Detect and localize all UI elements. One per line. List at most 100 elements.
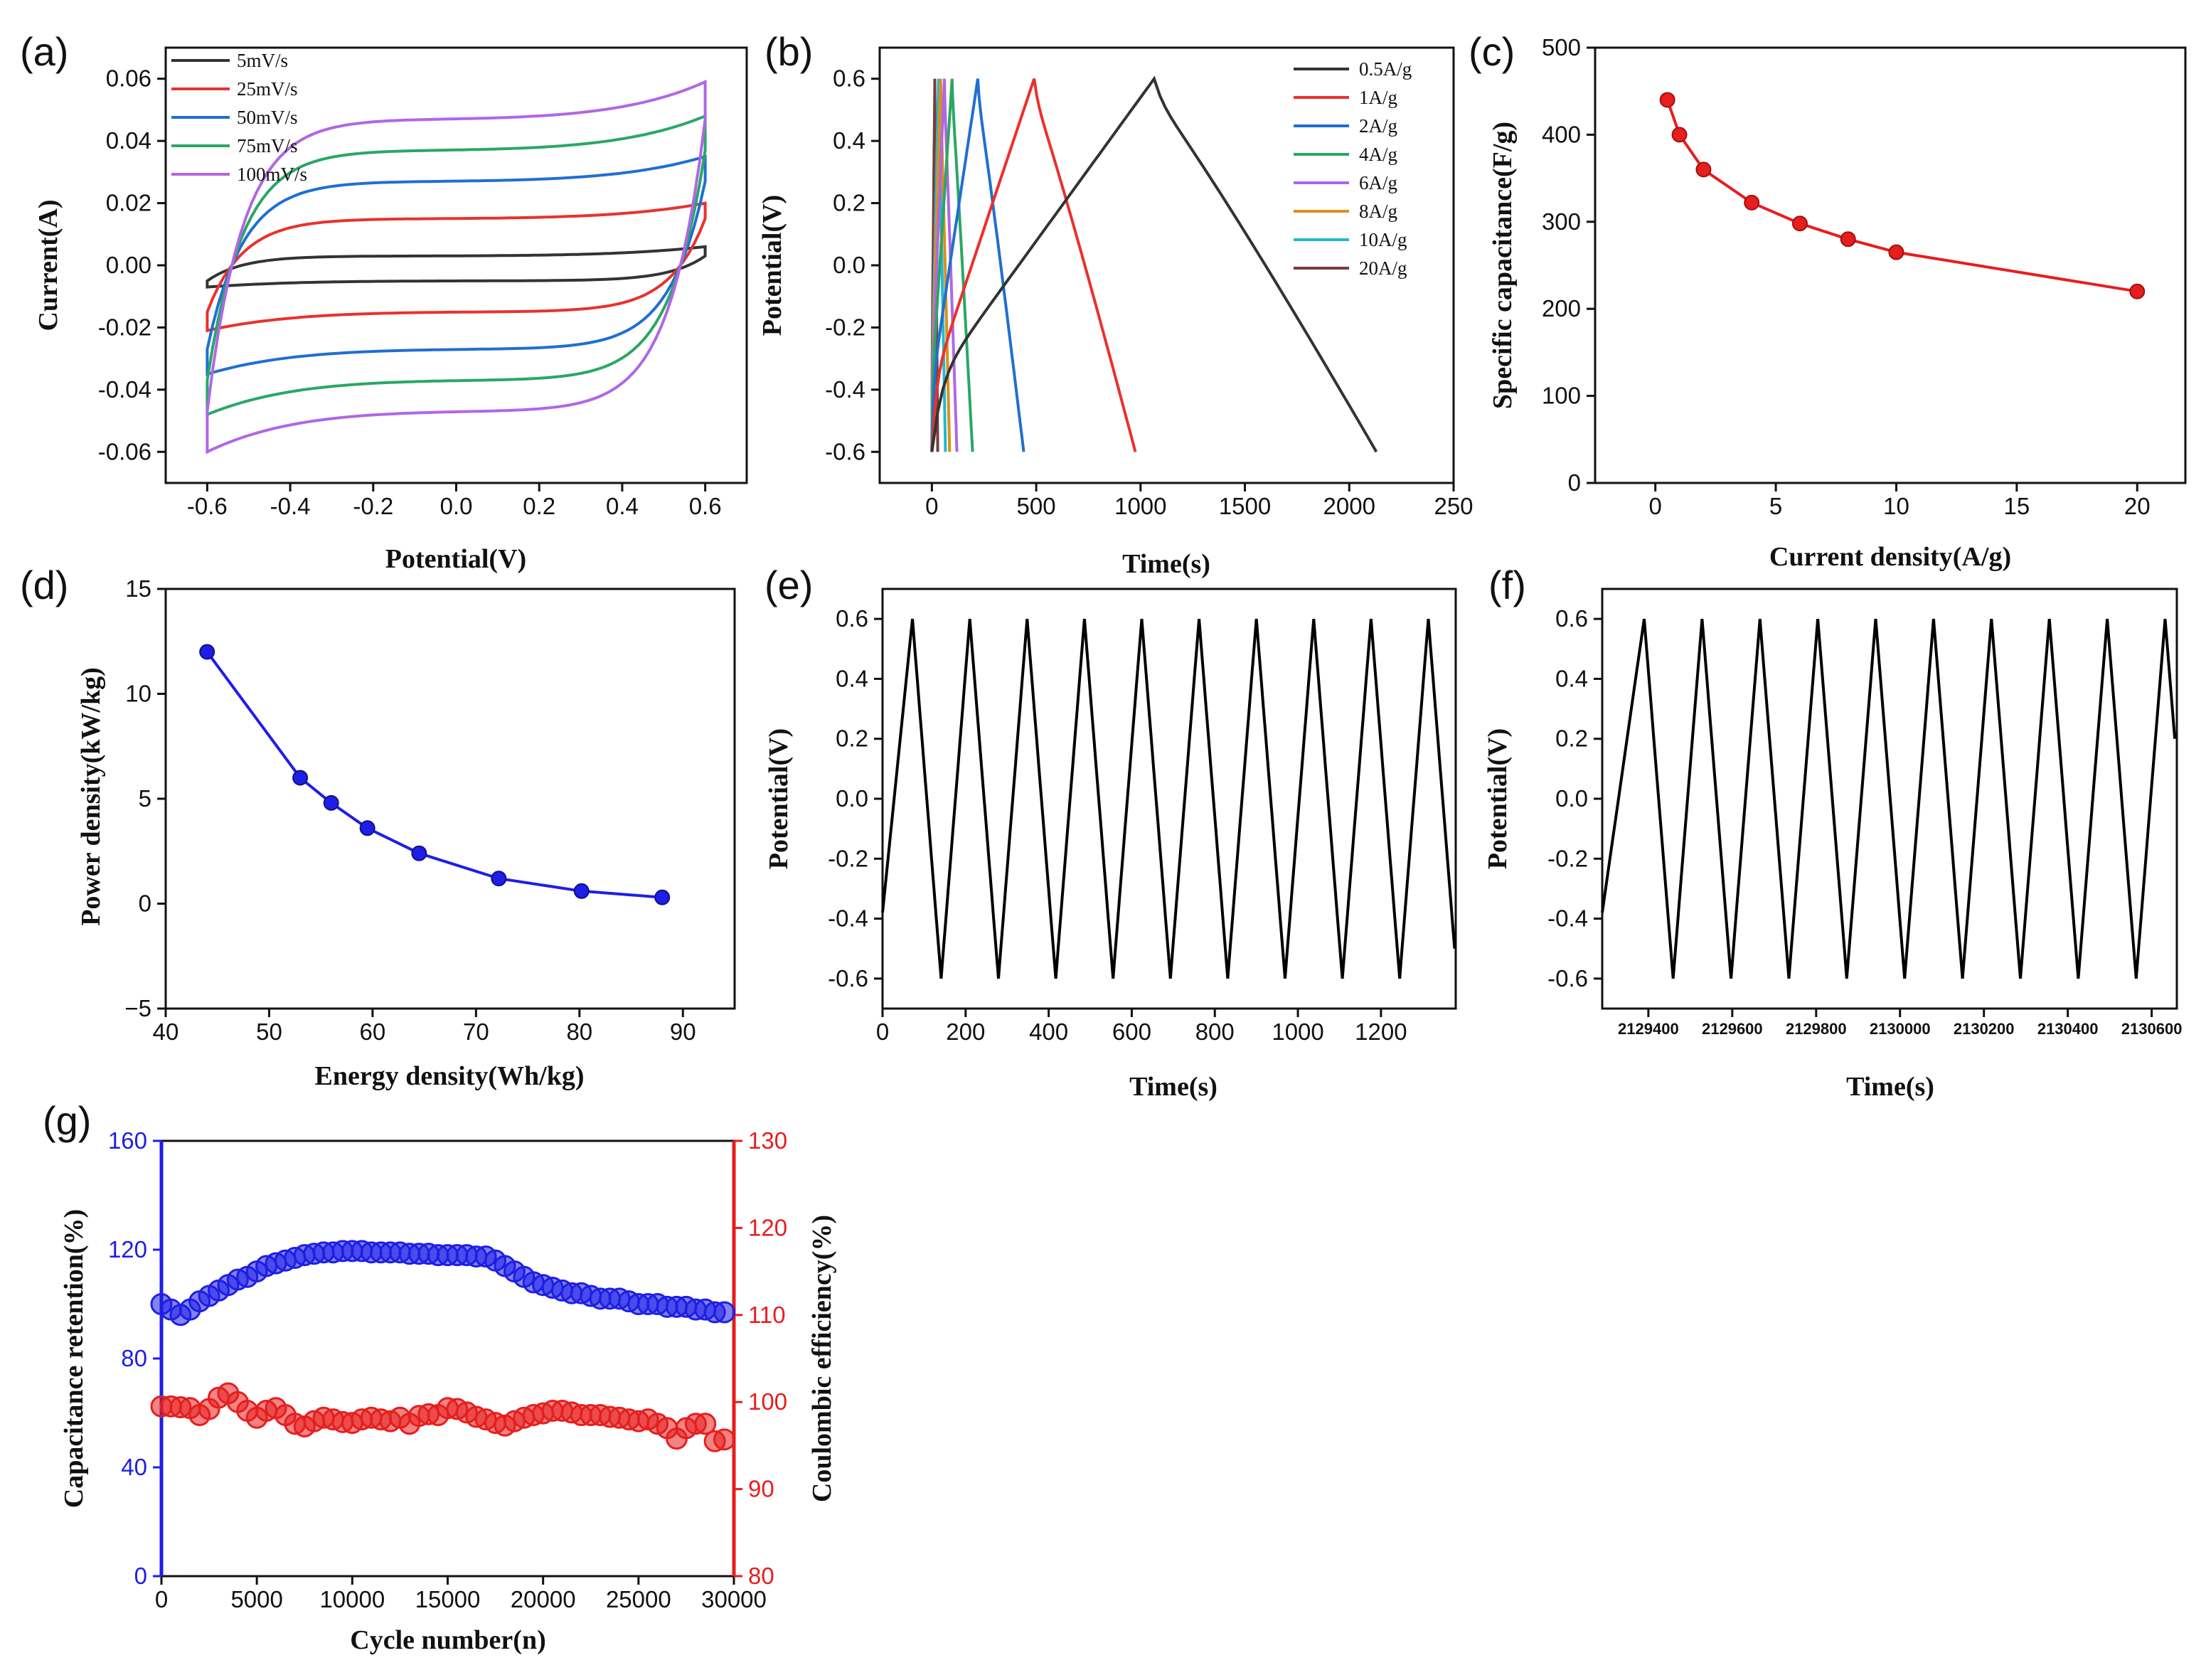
panel-g: (g) 0 5000 10000 15000 20000 25000 30000 0 40 80… (43, 1098, 837, 1655)
panel-a-x-ticks: -0.6 -0.4 -0.2 0.0 0.2 0.4 0.6 (187, 483, 722, 519)
panel-a-x-tick-label: 0.4 (606, 493, 639, 519)
panel-b-x-tick-label: 1500 (1219, 493, 1271, 519)
panel-b-x-label: Time(s) (1122, 549, 1210, 579)
panel-g-x-tick-label: 30000 (701, 1586, 767, 1612)
panel-g-x-tick-label: 0 (155, 1586, 168, 1612)
panel-c-plot (1659, 92, 2146, 299)
panel-e-x-ticks: 0 200 400 600 800 1000 1200 (876, 1009, 1407, 1045)
panel-b-legend-label: 20A/g (1359, 257, 1407, 279)
panel-g-x-tick-label: 10000 (319, 1586, 385, 1612)
panel-d-letter: (d) (20, 563, 68, 607)
panel-f-x-ticks: 2129400 2129600 2129800 2130000 2130200 21304… (1618, 1009, 2182, 1038)
panel-a-x-tick-label: -0.4 (270, 493, 311, 519)
panel-e-y-tick-label: 0.4 (836, 665, 868, 691)
panel-c-x-tick-label: 0 (1649, 493, 1662, 519)
panel-b-legend-label: 6A/g (1359, 172, 1397, 193)
panel-f-y-ticks: -0.6 -0.4 -0.2 0.0 0.2 0.4 0.6 (1547, 605, 1602, 991)
panel-b-y-tick-label: 0.6 (833, 65, 865, 92)
panel-g-point-efficiency (694, 1413, 717, 1435)
panel-c-x-tick-label: 20 (2124, 493, 2151, 519)
panel-d-y-tick-label: −5 (124, 995, 151, 1021)
panel-d-point (292, 770, 309, 786)
panel-b: (b) 0 500 1000 1500 2000 250 -0.6 -0.4 -0.2 0.0 0… (757, 29, 1474, 579)
panel-a-x-tick-label: 0.0 (440, 493, 473, 519)
panel-e-plot (881, 618, 1456, 979)
panel-c-point (1659, 92, 1675, 108)
panel-a-legend-label: 25mV/s (237, 78, 298, 100)
panel-f-x-tick-label: 2130200 (1954, 1020, 2015, 1038)
panel-c-point (1791, 216, 1808, 232)
panel-b-letter: (b) (764, 29, 813, 74)
panel-e-y-tick-label: 0.0 (836, 785, 868, 812)
panel-c-y-tick-label: 300 (1542, 208, 1581, 235)
panel-a-plot (206, 80, 707, 454)
panel-e-x-tick-label: 1000 (1272, 1019, 1323, 1045)
panel-e-x-tick-label: 1200 (1355, 1019, 1407, 1045)
panel-b-legend: 0.5A/g 1A/g 2A/g 4A/g 6A/g 8A/g 10A/g 20A/g (1294, 58, 1412, 279)
panel-e-y-tick-label: -0.4 (828, 905, 868, 932)
panel-a-legend-label: 5mV/s (237, 50, 288, 71)
panel-g-y-tick-label: 160 (108, 1127, 147, 1154)
panel-b-x-ticks: 0 500 1000 1500 2000 250 (925, 483, 1474, 519)
panel-g-x-tick-label: 5000 (230, 1586, 282, 1612)
panel-c-x-ticks: 0 5 10 15 20 (1649, 483, 2151, 519)
panel-e: (e) 0 200 400 600 800 1000 1200 -0.6 -0.4 -0.2 0.… (764, 563, 1457, 1102)
panel-a-y-tick-label: -0.06 (98, 438, 151, 464)
panel-d-y-label: Power density(kW/kg) (76, 667, 106, 925)
panel-b-y-tick-label: -0.6 (825, 438, 865, 464)
panel-d-point (359, 820, 375, 836)
panel-a-y-label: Current(A) (33, 199, 63, 331)
panel-b-legend-label: 2A/g (1359, 115, 1397, 137)
panel-f-y-tick-label: -0.4 (1547, 905, 1588, 932)
panel-d-point (573, 883, 590, 899)
panel-e-letter: (e) (764, 563, 813, 607)
panel-c: (c) 0 5 10 15 20 0 100 200 300 400 500 Current de… (1469, 29, 2187, 572)
panel-b-y-tick-label: 0.0 (833, 252, 865, 278)
panel-g-y-ticks-right: 80 90 100 110 120 130 (734, 1127, 787, 1589)
panel-d: (d) 40 50 60 70 80 90 −5 0 5 10 15 Energy density… (20, 563, 736, 1091)
panel-f-plot (1601, 618, 2177, 979)
panel-b-legend-label: 0.5A/g (1359, 58, 1412, 80)
panel-g-y-tick-label: 0 (134, 1563, 147, 1589)
panel-a-y-tick-label: -0.02 (98, 314, 151, 340)
panel-f-x-tick-label: 2130600 (2121, 1020, 2183, 1038)
panel-c-y-tick-label: 500 (1542, 34, 1581, 60)
panel-c-y-label: Specific capacitance(F/g) (1488, 122, 1518, 409)
panel-g-plot (150, 1240, 736, 1452)
panel-e-x-tick-label: 0 (876, 1019, 889, 1045)
panel-b-x-tick-label: 1000 (1114, 493, 1166, 519)
panel-b-y-tick-label: 0.2 (833, 190, 865, 216)
panel-a-y-tick-label: -0.04 (98, 376, 151, 403)
panel-a: (a) -0.6 -0.4 -0.2 0.0 0.2 0.4 0.6 -0.06-0.04-… (20, 29, 748, 574)
panel-c-point (1840, 231, 1856, 248)
panel-b-legend-label: 1A/g (1359, 87, 1397, 108)
panel-c-frame (1594, 46, 2187, 484)
panel-d-x-tick-label: 60 (360, 1019, 386, 1045)
panel-f-x-tick-label: 2129400 (1618, 1020, 1679, 1038)
panel-g-y-tick-label-right: 80 (748, 1563, 774, 1589)
panel-d-point (491, 871, 507, 887)
panel-a-x-tick-label: -0.2 (353, 493, 393, 519)
panel-g-x-label: Cycle number(n) (350, 1625, 545, 1655)
panel-a-series-2 (206, 154, 707, 376)
panel-a-letter: (a) (20, 29, 68, 74)
panel-d-point (323, 794, 339, 811)
panel-b-x-tick-label: 0 (925, 493, 938, 519)
panel-a-legend-label: 75mV/s (237, 135, 298, 156)
panel-d-x-ticks: 40 50 60 70 80 90 (153, 1009, 696, 1045)
panel-e-y-label: Potential(V) (764, 728, 794, 869)
panel-b-series-3 (930, 78, 974, 452)
panel-f-y-label: Potential(V) (1483, 728, 1513, 869)
panel-e-x-tick-label: 400 (1029, 1019, 1068, 1045)
panel-c-y-tick-label: 0 (1568, 469, 1581, 496)
panel-e-x-tick-label: 200 (946, 1019, 985, 1045)
panel-e-x-tick-label: 600 (1112, 1019, 1151, 1045)
panel-d-point (654, 889, 671, 905)
panel-d-y-tick-label: 10 (125, 681, 151, 707)
panel-c-point (1888, 244, 1904, 260)
panel-f: (f) 2129400 2129600 2129800 2130000 2130200 2… (1483, 563, 2182, 1102)
panel-f-x-tick-label: 2129800 (1786, 1020, 1847, 1038)
panel-a-series-0 (206, 245, 707, 289)
